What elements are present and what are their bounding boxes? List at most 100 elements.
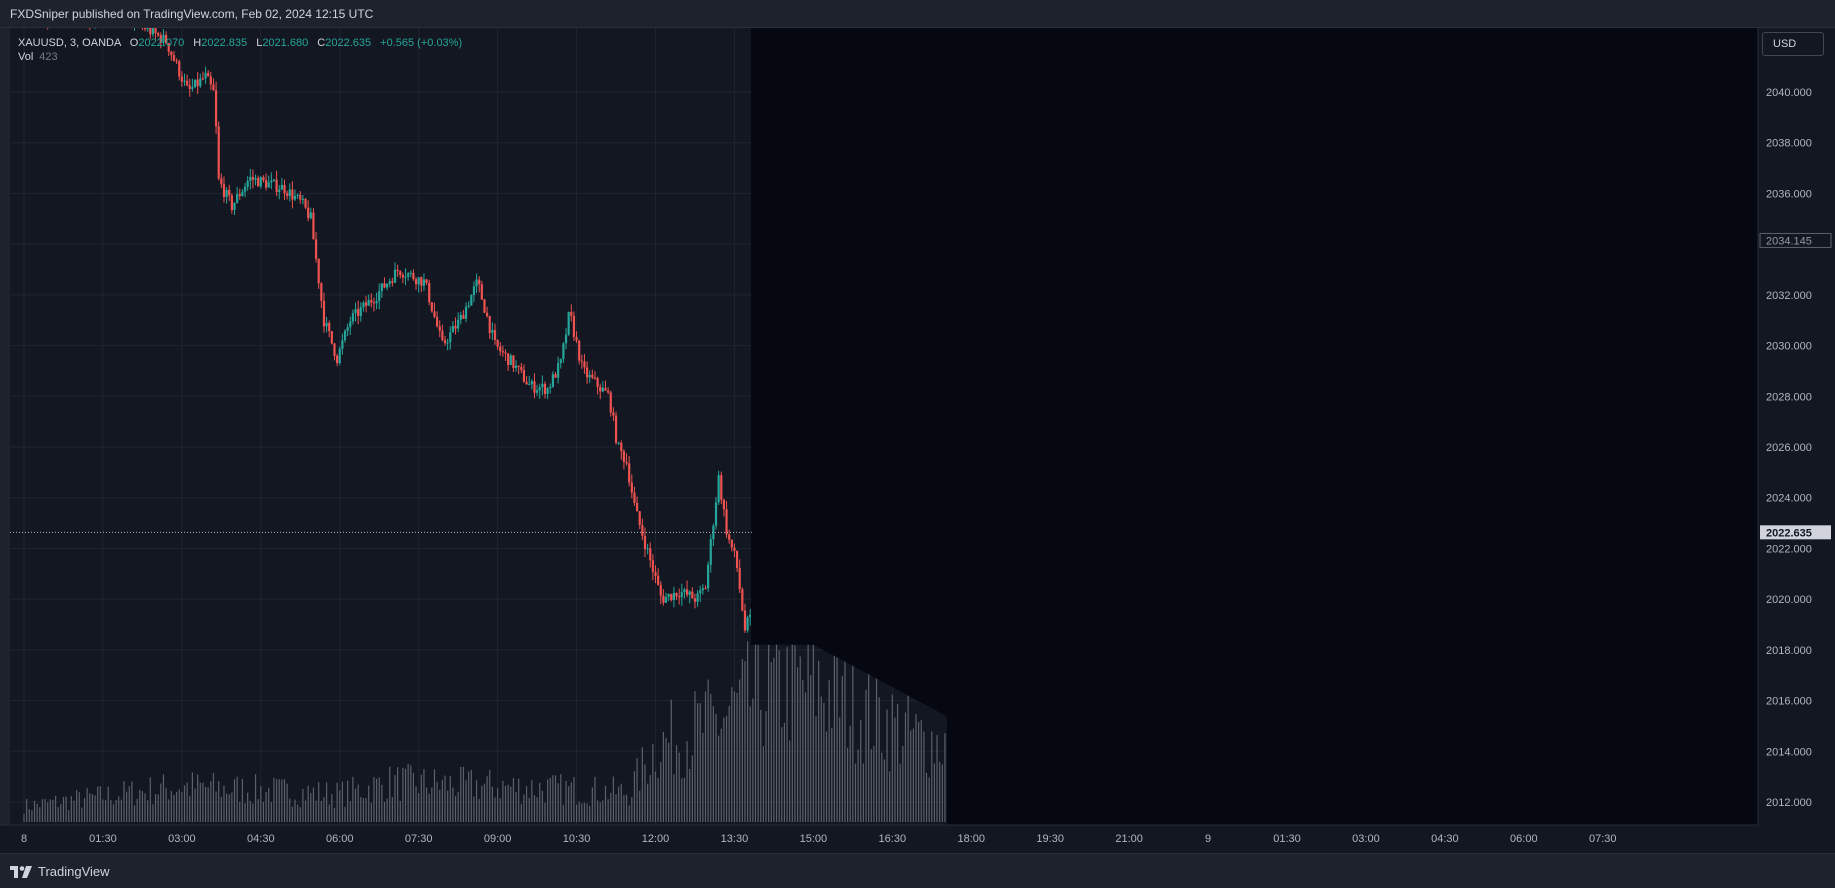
chart-area[interactable]: 2012.000 2014.000 2016.000 2018.000 2020.000… xyxy=(0,28,1835,853)
volume-bar xyxy=(318,782,320,822)
volume-bar xyxy=(70,796,72,822)
candle-body xyxy=(236,194,239,203)
candle-body xyxy=(541,383,544,388)
volume-bar xyxy=(518,778,520,822)
y-tick-label: 2036.000 xyxy=(1766,188,1812,200)
volume-bar xyxy=(615,794,617,822)
volume-bar xyxy=(657,777,659,822)
volume-bar xyxy=(881,752,883,822)
candle-body xyxy=(159,35,162,43)
volume-bar xyxy=(725,715,728,822)
candle-body xyxy=(296,194,299,196)
candle-body xyxy=(262,177,265,181)
volume-bar xyxy=(896,704,899,822)
volume-bar xyxy=(525,786,528,822)
volume-bar xyxy=(283,779,286,822)
volume-bar xyxy=(870,749,872,822)
volume-bar xyxy=(226,793,228,822)
candle-body xyxy=(704,588,707,590)
volume-bar xyxy=(704,691,707,822)
candle-body xyxy=(338,348,341,364)
volume-bar xyxy=(102,799,104,822)
candle-body xyxy=(496,339,499,347)
candle-body xyxy=(543,383,547,394)
volume-bar xyxy=(97,786,99,822)
candle-body xyxy=(383,283,386,288)
volume-bar xyxy=(497,788,499,822)
volume-bar xyxy=(462,766,465,822)
y-tick-label: 2024.000 xyxy=(1766,493,1812,505)
candle-body xyxy=(230,195,233,210)
candle-body xyxy=(270,180,273,183)
volume-bar xyxy=(723,717,725,822)
volume-bar xyxy=(197,774,199,822)
x-tick-label: 04:30 xyxy=(247,833,275,845)
candle-body xyxy=(486,312,489,317)
candle-body xyxy=(204,72,207,79)
volume-bar xyxy=(694,691,696,822)
volume-bar xyxy=(65,796,67,822)
candle-body xyxy=(328,322,331,332)
candle-body xyxy=(633,492,636,503)
candle-body xyxy=(288,189,291,196)
candle-body xyxy=(638,511,641,525)
candle-body xyxy=(712,525,715,540)
volume-bar xyxy=(228,794,230,822)
candle-body xyxy=(430,302,433,312)
symbol-label[interactable]: XAUUSD, 3, OANDA xyxy=(18,37,121,49)
volume-bar xyxy=(299,807,301,822)
volume-bar xyxy=(36,803,38,822)
candle-body xyxy=(591,374,594,378)
candle-body xyxy=(370,300,373,303)
candle-body xyxy=(412,272,415,280)
x-tick-label: 21:00 xyxy=(1115,833,1143,845)
y-tick-label: 2038.000 xyxy=(1766,138,1812,150)
currency-button[interactable]: USD xyxy=(1762,32,1824,56)
volume-bar xyxy=(373,777,375,822)
volume-bar xyxy=(91,794,94,822)
candle-body xyxy=(596,377,599,387)
volume-bar xyxy=(718,735,720,822)
volume-bar xyxy=(281,779,283,822)
volume-bar xyxy=(804,692,807,822)
change-value: +0.565 (+0.03%) xyxy=(380,37,463,49)
candle-body xyxy=(186,80,189,86)
candle-body xyxy=(609,392,612,413)
volume-bar xyxy=(618,786,620,822)
volume-bar xyxy=(910,730,912,822)
x-tick-label: 15:00 xyxy=(800,833,828,845)
volume-bar xyxy=(573,776,575,822)
volume-bar xyxy=(536,797,538,822)
volume-bar xyxy=(149,777,151,822)
candle-body xyxy=(278,189,281,192)
open-value: 2022.070 xyxy=(138,37,185,49)
candle-body xyxy=(341,340,344,349)
volume-bar xyxy=(233,779,236,822)
candle-body xyxy=(454,325,457,329)
volume-bar xyxy=(402,767,404,822)
volume-bar xyxy=(368,785,370,822)
volume-bar xyxy=(276,779,278,822)
candle-body xyxy=(443,340,447,344)
volume-bar xyxy=(62,796,65,822)
candle-body xyxy=(680,592,683,598)
volume-bar xyxy=(599,802,601,822)
candle-body xyxy=(217,126,220,179)
volume-label[interactable]: Vol xyxy=(18,51,34,63)
candle-body xyxy=(646,548,649,550)
candle-body xyxy=(688,591,691,595)
candle-body xyxy=(199,78,202,87)
volume-bar xyxy=(178,789,180,822)
volume-bar xyxy=(268,787,270,822)
candle-body xyxy=(212,84,215,91)
tradingview-brand[interactable]: TradingView xyxy=(10,864,110,879)
volume-bar xyxy=(560,774,562,822)
candle-body xyxy=(330,331,333,344)
close-label: C xyxy=(317,37,326,49)
candle-body xyxy=(207,72,210,77)
candle-body xyxy=(599,386,602,392)
candle-body xyxy=(249,176,252,181)
candle-body xyxy=(528,384,531,386)
candle-body xyxy=(143,28,147,30)
volume-bar xyxy=(570,782,572,822)
